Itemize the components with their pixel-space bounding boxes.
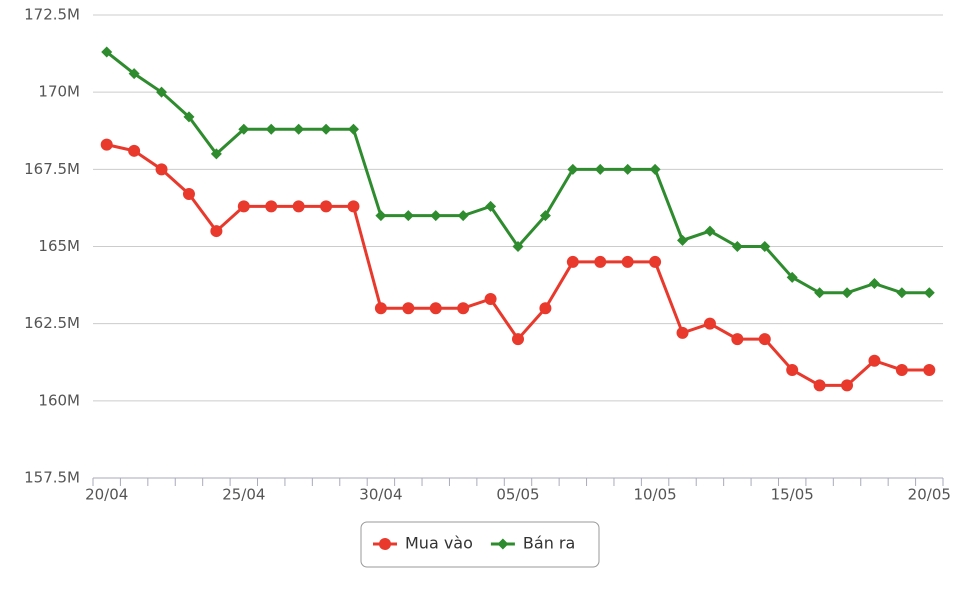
- data-point: [649, 255, 662, 268]
- data-point: [375, 210, 387, 222]
- data-point: [594, 255, 607, 268]
- data-point: [566, 255, 579, 268]
- data-point: [896, 287, 908, 299]
- data-point: [512, 241, 524, 252]
- data-point: [320, 123, 332, 135]
- data-point: [703, 317, 716, 330]
- data-point: [429, 302, 442, 315]
- data-point: [292, 200, 305, 213]
- data-point: [622, 163, 634, 175]
- data-point: [539, 210, 551, 222]
- data-point: [758, 333, 771, 346]
- y-tick-label: 160M: [38, 391, 80, 409]
- data-point: [868, 278, 880, 290]
- data-point: [293, 123, 305, 135]
- legend-text: Bán ra: [523, 534, 575, 553]
- data-point: [347, 200, 360, 213]
- data-point: [704, 225, 716, 237]
- data-point: [676, 326, 689, 339]
- legend-marker: [379, 538, 391, 550]
- data-point: [347, 123, 359, 135]
- data-point: [183, 111, 195, 123]
- data-point: [567, 163, 579, 175]
- data-point: [430, 210, 442, 222]
- data-point: [539, 302, 552, 315]
- data-point: [621, 255, 634, 268]
- data-point: [923, 287, 935, 299]
- data-point: [402, 302, 415, 315]
- y-tick-label: 170M: [38, 83, 80, 101]
- data-point: [237, 200, 250, 213]
- data-point: [868, 354, 881, 367]
- data-point: [402, 210, 414, 222]
- data-point: [813, 379, 826, 392]
- data-point: [649, 163, 661, 175]
- data-point: [156, 86, 168, 98]
- x-tick-label: 20/05: [908, 486, 951, 504]
- data-point: [841, 379, 854, 392]
- data-point: [786, 363, 799, 376]
- data-point: [457, 302, 470, 315]
- x-tick-label: 25/04: [222, 486, 265, 504]
- data-point: [594, 163, 606, 175]
- data-point: [512, 333, 524, 346]
- data-point: [484, 292, 497, 305]
- data-point: [759, 241, 771, 252]
- data-point: [841, 287, 853, 299]
- data-point: [895, 363, 908, 376]
- data-point: [731, 333, 744, 346]
- legend-box: [360, 521, 600, 568]
- x-tick-label: 30/04: [359, 486, 402, 504]
- data-point: [677, 234, 689, 246]
- legend-text: Mua vào: [405, 534, 473, 553]
- data-point: [485, 200, 497, 212]
- data-point: [101, 46, 113, 58]
- data-point: [923, 363, 936, 376]
- data-point: [182, 188, 195, 201]
- data-point: [814, 287, 826, 299]
- data-point: [128, 144, 141, 157]
- y-tick-label: 165M: [38, 237, 80, 255]
- series-line: [106, 143, 930, 387]
- data-point: [320, 200, 333, 213]
- x-tick-label: 15/05: [771, 486, 814, 504]
- data-point: [210, 225, 223, 238]
- x-tick-label: 20/04: [85, 486, 128, 504]
- data-point: [100, 138, 113, 151]
- y-tick-label: 167.5M: [24, 160, 80, 178]
- data-point: [238, 123, 250, 135]
- data-point: [128, 68, 140, 80]
- data-point: [265, 123, 277, 135]
- series-line: [105, 50, 930, 295]
- y-tick-label: 162.5M: [24, 314, 80, 332]
- x-tick-label: 10/05: [633, 486, 676, 504]
- data-point: [155, 163, 168, 176]
- legend-marker: [497, 538, 509, 550]
- y-tick-label: 172.5M: [24, 6, 80, 24]
- y-tick-label: 157.5M: [24, 469, 80, 487]
- data-point: [786, 271, 798, 283]
- data-point: [731, 241, 743, 252]
- x-tick-label: 05/05: [496, 486, 539, 504]
- data-point: [265, 200, 278, 213]
- data-point: [374, 302, 387, 315]
- data-point: [210, 148, 222, 160]
- data-point: [457, 210, 469, 222]
